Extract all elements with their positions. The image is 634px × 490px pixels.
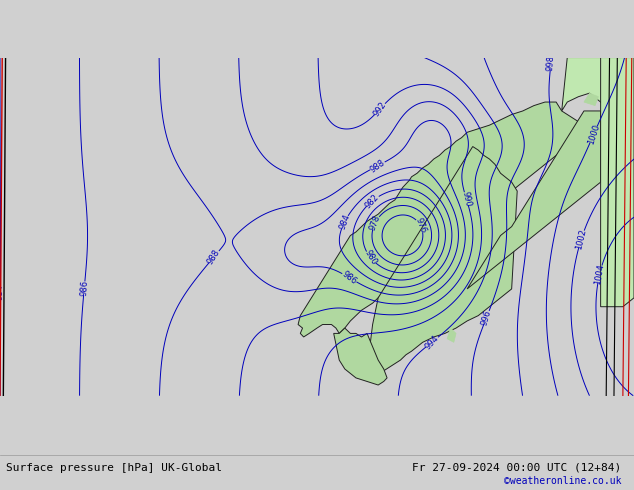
Text: ©weatheronline.co.uk: ©weatheronline.co.uk — [504, 476, 621, 486]
Text: 1000: 1000 — [586, 123, 601, 146]
Polygon shape — [367, 147, 517, 374]
Text: Surface pressure [hPa] UK-Global: Surface pressure [hPa] UK-Global — [6, 463, 223, 473]
Polygon shape — [562, 57, 634, 129]
Text: 986: 986 — [79, 280, 89, 296]
Polygon shape — [447, 328, 456, 343]
Text: 986: 986 — [340, 270, 358, 286]
Polygon shape — [333, 328, 387, 385]
Text: 984: 984 — [0, 284, 5, 300]
Text: 984: 984 — [337, 213, 352, 231]
Text: 976: 976 — [413, 217, 428, 235]
Text: 988: 988 — [368, 158, 387, 174]
Text: 1002: 1002 — [574, 228, 588, 250]
Text: Fr 27-09-2024 00:00 UTC (12+84): Fr 27-09-2024 00:00 UTC (12+84) — [412, 463, 621, 473]
Text: 980: 980 — [363, 248, 378, 267]
Polygon shape — [584, 93, 598, 106]
Polygon shape — [298, 102, 590, 337]
Text: 1004: 1004 — [593, 263, 606, 285]
Polygon shape — [600, 57, 634, 307]
Text: 998: 998 — [546, 54, 556, 71]
Text: 992: 992 — [372, 100, 388, 118]
Text: 994: 994 — [424, 333, 441, 351]
Text: 978: 978 — [368, 214, 382, 232]
Text: 988: 988 — [206, 247, 222, 266]
Text: 982: 982 — [363, 192, 381, 210]
Text: 996: 996 — [480, 308, 493, 326]
Text: 990: 990 — [460, 190, 472, 207]
Polygon shape — [467, 111, 600, 289]
